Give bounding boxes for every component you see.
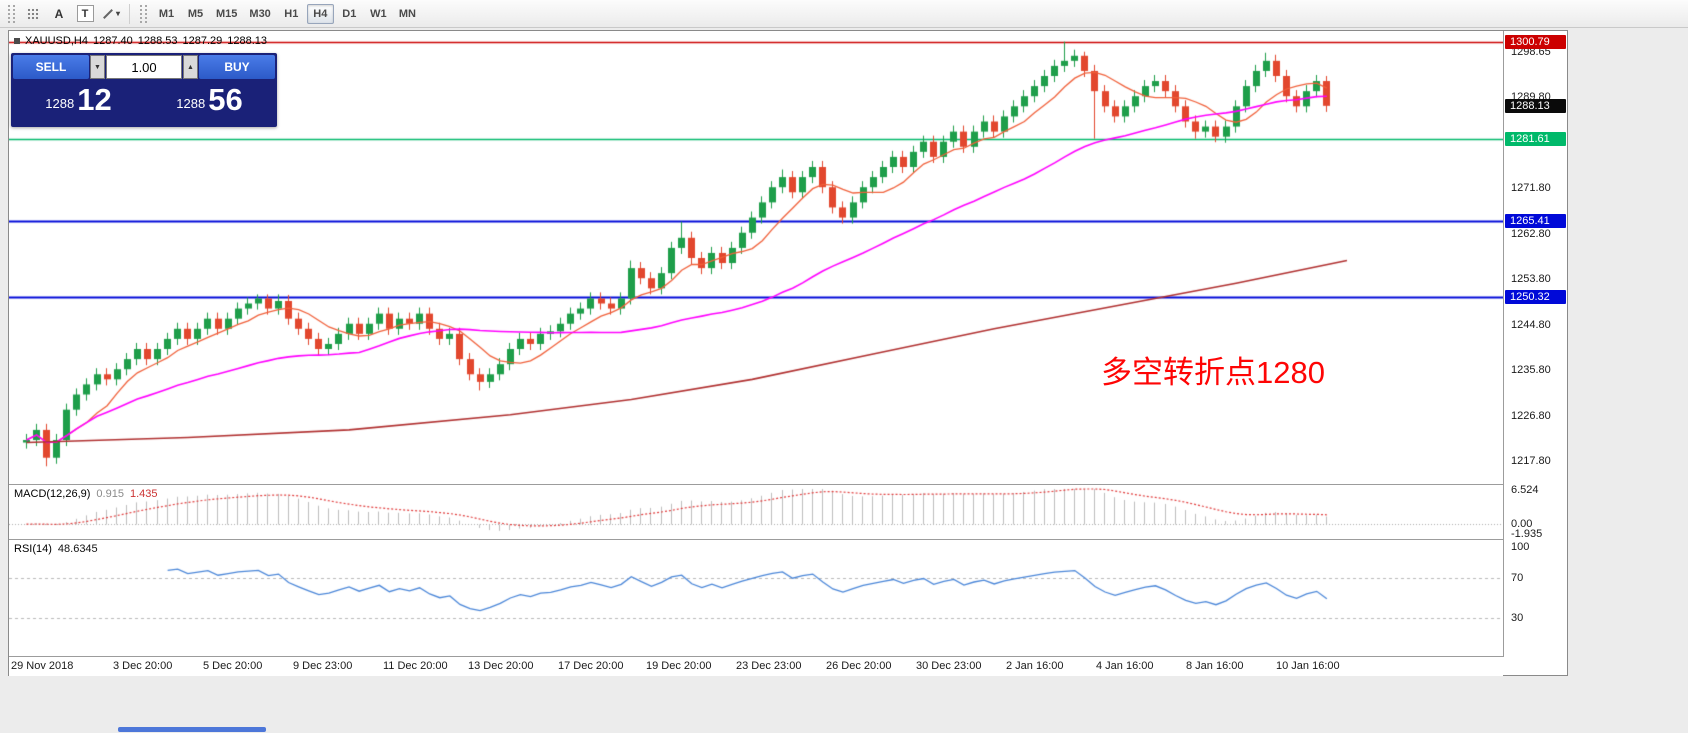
grid-icon (26, 6, 40, 21)
timeframe-m30-button[interactable]: M30 (249, 7, 271, 20)
buy-price-minor: 56 (208, 82, 243, 118)
buy-price-display[interactable]: 1288 56 (144, 82, 275, 118)
macd-title: MACD(12,26,9) (14, 488, 91, 500)
level-price-badge: 1265.41 (1505, 213, 1566, 228)
text-tool-button[interactable]: T (73, 3, 97, 25)
rsi-pane-canvas[interactable] (9, 540, 1503, 656)
macd-tick-label: 6.524 (1511, 483, 1539, 496)
text-t-icon: T (76, 5, 94, 22)
grid-tool-button[interactable] (21, 3, 45, 25)
taskbar-strip[interactable] (118, 727, 266, 732)
price-tick-label: 1271.80 (1511, 182, 1551, 195)
ohlc-open: 1287.40 (92, 35, 133, 47)
symbol-name: XAUUSD,H4 (25, 35, 88, 47)
timeframe-m15-button[interactable]: M15 (216, 7, 238, 20)
rsi-value: 48.6345 (57, 543, 98, 555)
dropdown-caret-icon: ▾ (115, 8, 120, 18)
ohlc-low: 1287.29 (182, 35, 223, 47)
current-price-badge: 1288.13 (1505, 98, 1566, 113)
chart-annotation-text: 多空转折点1280 (1101, 355, 1325, 390)
rsi-indicator-label: RSI(14) 48.6345 (14, 543, 98, 555)
price-tick-label: 1226.80 (1511, 409, 1551, 422)
timeframe-m5-button[interactable]: M5 (187, 7, 204, 20)
price-tick-label: 1298.65 (1511, 46, 1551, 59)
macd-indicator-label: MACD(12,26,9) 0.915 1.435 (14, 488, 157, 500)
time-axis-label: 23 Dec 23:00 (736, 660, 802, 672)
time-axis-label: 19 Dec 20:00 (646, 660, 712, 672)
caret-down-icon: ▼ (94, 63, 101, 71)
sell-price-display[interactable]: 1288 12 (13, 82, 144, 118)
time-axis-label: 30 Dec 23:00 (916, 660, 982, 672)
time-axis-label: 3 Dec 20:00 (113, 660, 173, 672)
sell-price-minor: 12 (77, 82, 112, 118)
draw-tools-icon (103, 8, 113, 19)
chart-window[interactable]: XAUUSD,H4 1287.40 1288.53 1287.29 1288.1… (8, 30, 1568, 676)
time-axis-label: 2 Jan 16:00 (1006, 660, 1064, 672)
toolbar: A T ▾ M1 M5 M15 M30 H1 H4 D1 W1 MN (0, 0, 1688, 28)
time-axis-label: 29 Nov 2018 (11, 660, 74, 672)
rsi-tick-label: 100 (1511, 541, 1530, 553)
volume-increase-button[interactable]: ▲ (183, 55, 198, 79)
volume-input[interactable] (106, 55, 182, 79)
draw-tools-button[interactable]: ▾ (99, 3, 123, 25)
time-axis-label: 17 Dec 20:00 (558, 660, 624, 672)
time-axis-label: 4 Jan 16:00 (1096, 660, 1154, 672)
price-tick-label: 1235.80 (1511, 364, 1551, 377)
buy-price-major: 1288 (176, 95, 206, 111)
price-tick-label: 1253.80 (1511, 273, 1551, 286)
time-axis[interactable]: 29 Nov 2018 3 Dec 20:00 5 Dec 20:00 9 Dec 2… (9, 657, 1503, 676)
sell-button[interactable]: SELL (13, 55, 89, 79)
time-axis-label: 9 Dec 23:00 (293, 660, 353, 672)
level-price-badge: 1281.61 (1505, 131, 1566, 146)
caret-up-icon: ▲ (187, 63, 194, 71)
time-axis-label: 26 Dec 20:00 (826, 660, 892, 672)
level-price-badge: 1300.79 (1505, 34, 1566, 49)
level-price-badge: 1250.32 (1505, 289, 1566, 304)
macd-signal-value: 1.435 (129, 488, 158, 500)
timeframe-m1-button[interactable]: M1 (158, 7, 175, 20)
ohlc-high: 1288.53 (137, 35, 178, 47)
timeframe-mn-button[interactable]: MN (398, 7, 416, 20)
timeframe-h1-button[interactable]: H1 (284, 7, 299, 20)
toolbar-drag-handle[interactable] (8, 4, 15, 23)
one-click-trading-panel: SELL ▼ ▲ BUY 1288 12 1288 56 (11, 53, 277, 127)
volume-decrease-button[interactable]: ▼ (90, 55, 105, 79)
time-axis-label: 13 Dec 20:00 (468, 660, 534, 672)
time-axis-separator (9, 656, 1567, 657)
rsi-pane-separator[interactable] (9, 539, 1567, 540)
rsi-title: RSI(14) (14, 543, 52, 555)
sell-price-major: 1288 (45, 95, 75, 111)
macd-tick-label: 0.00 (1511, 518, 1533, 531)
macd-main-value: 0.915 (96, 488, 124, 500)
symbol-marker-icon (14, 38, 20, 44)
text-label-tool-button[interactable]: A (47, 3, 71, 25)
timeframe-h4-button[interactable]: H4 (306, 3, 334, 24)
time-axis-label: 10 Jan 16:00 (1276, 660, 1340, 672)
time-axis-label: 5 Dec 20:00 (203, 660, 263, 672)
symbol-info-line: XAUUSD,H4 1287.40 1288.53 1287.29 1288.1… (14, 35, 267, 47)
price-axis[interactable]: 1298.65 1289.80 1271.80 1262.80 1253.80 1244.… (1503, 31, 1567, 657)
macd-pane-separator[interactable] (9, 484, 1567, 485)
timeframe-toolbar-handle[interactable] (140, 4, 147, 23)
price-tick-label: 1262.80 (1511, 227, 1551, 240)
rsi-tick-label: 30 (1511, 612, 1524, 625)
price-tick-label: 1244.80 (1511, 318, 1551, 331)
label-a-icon: A (54, 6, 64, 21)
timeframe-d1-button[interactable]: D1 (342, 7, 357, 20)
ohlc-close: 1288.13 (227, 35, 268, 47)
time-axis-label: 11 Dec 20:00 (383, 660, 448, 672)
macd-tick-label: -1.935 (1511, 528, 1543, 541)
buy-button[interactable]: BUY (199, 55, 275, 79)
toolbar-separator (129, 3, 130, 24)
macd-pane-canvas[interactable] (9, 485, 1503, 539)
rsi-tick-label: 70 (1511, 571, 1524, 584)
time-axis-label: 8 Jan 16:00 (1186, 660, 1244, 672)
timeframe-w1-button[interactable]: W1 (370, 7, 387, 20)
price-tick-label: 1217.80 (1511, 455, 1551, 468)
